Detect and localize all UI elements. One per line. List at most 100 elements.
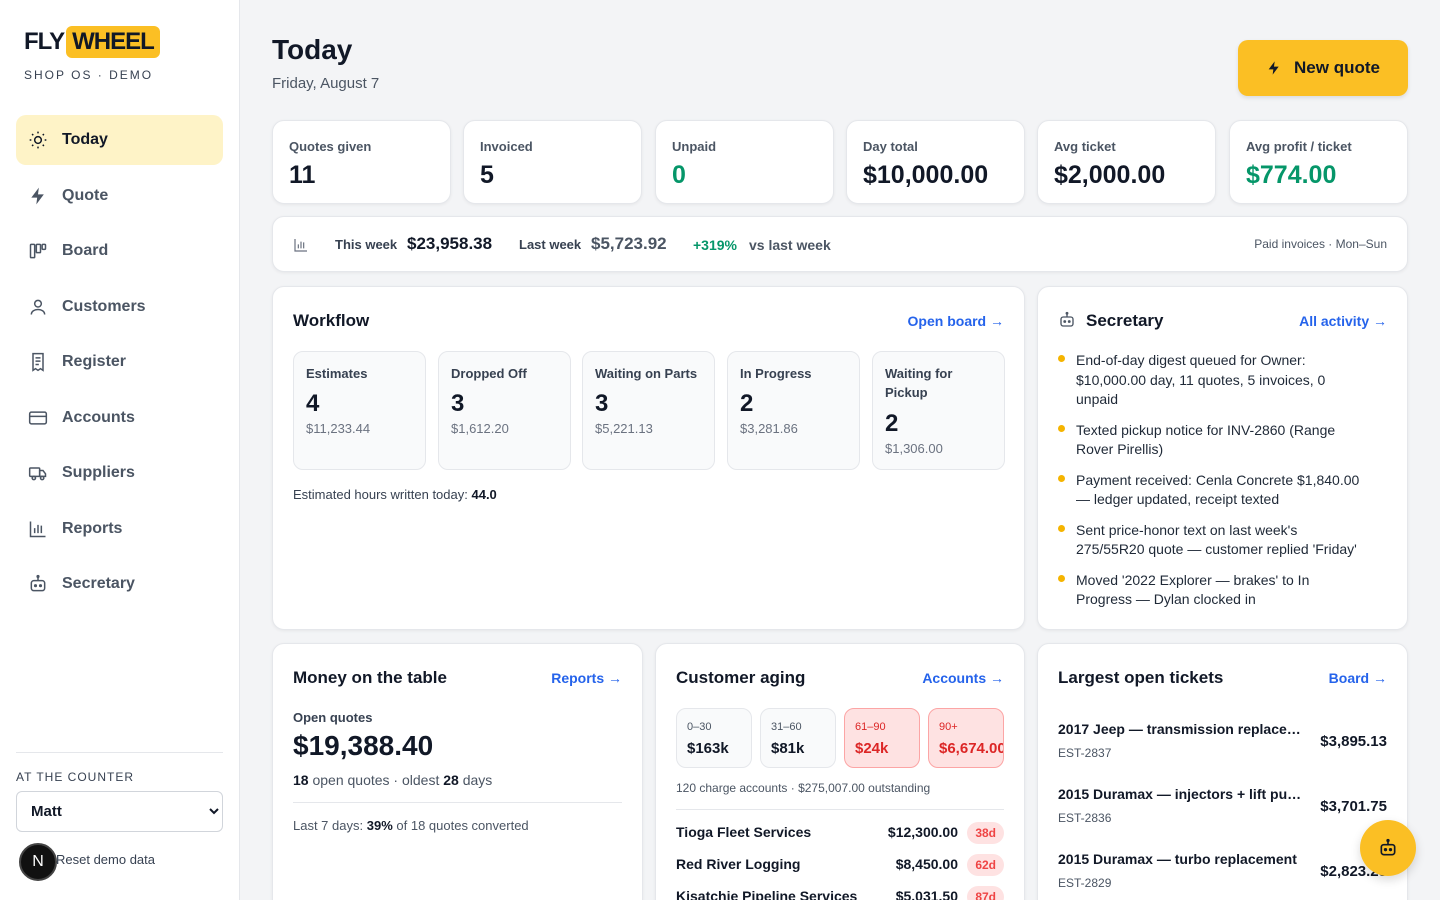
- card-title: Largest open tickets: [1058, 668, 1224, 687]
- ticket-name: 2017 Jeep — transmission replacement: [1058, 721, 1306, 737]
- aging-note: 120 charge accounts · $275,007.00 outsta…: [676, 781, 931, 795]
- robot-icon: [30, 574, 46, 592]
- stat-label: Quotes given: [289, 139, 372, 154]
- open-quotes-label: Open quotes: [293, 710, 373, 725]
- account-row[interactable]: Tioga Fleet Services $12,300.00 38d: [676, 822, 1004, 846]
- aging-bucket-61-90[interactable]: 61–90 $24k: [844, 708, 920, 768]
- aging-bucket-0-30[interactable]: 0–30 $163k: [676, 708, 752, 768]
- account-days-badge: 38d: [967, 822, 1004, 844]
- stat-label: Avg profit / ticket: [1246, 139, 1352, 154]
- account-amount: $8,450.00: [895, 856, 958, 872]
- stage-waiting-parts[interactable]: Waiting on Parts 3 $5,221.13: [582, 351, 715, 470]
- brand-tagline: SHOP OS · DEMO: [24, 68, 154, 82]
- stat-value: 5: [480, 161, 494, 189]
- divider: [16, 752, 223, 753]
- stat-label: Invoiced: [480, 139, 533, 154]
- bucket-range: 0–30: [687, 721, 712, 733]
- main-content: Today Friday, August 7 New quote Quotes …: [240, 0, 1440, 900]
- stage-waiting-pickup[interactable]: Waiting for Pickup 2 $1,306.00: [872, 351, 1005, 470]
- truck-icon: [28, 467, 47, 481]
- counter-label: AT THE COUNTER: [16, 770, 135, 784]
- stage-label: Estimates: [306, 366, 368, 381]
- aging-bucket-90-plus[interactable]: 90+ $6,674.00: [928, 708, 1004, 768]
- sidebar-item-accounts[interactable]: Accounts: [16, 393, 223, 443]
- receipt-icon: [32, 352, 44, 372]
- reset-demo-link[interactable]: Reset demo data: [56, 852, 156, 867]
- open-quotes-value: $19,388.40: [293, 730, 434, 761]
- all-activity-link[interactable]: All activity →: [1299, 313, 1387, 329]
- sidebar-item-register[interactable]: Register: [16, 337, 223, 387]
- money-card: Money on the table Reports → Open quotes…: [272, 643, 643, 900]
- user-icon: [30, 299, 46, 315]
- stat-card-quotes: Quotes given 11: [272, 120, 451, 204]
- sidebar-item-board[interactable]: Board: [16, 226, 223, 276]
- sidebar-item-secretary[interactable]: Secretary: [16, 559, 223, 609]
- ticket-row[interactable]: 2015 Duramax — injectors + lift pump EST…: [1058, 786, 1387, 836]
- stage-dropped-off[interactable]: Dropped Off 3 $1,612.20: [438, 351, 571, 470]
- ticket-row[interactable]: 2017 Jeep — transmission replacement EST…: [1058, 721, 1387, 771]
- secretary-chat-button[interactable]: [1360, 820, 1416, 876]
- ticket-row[interactable]: 2015 Duramax — turbo replacement EST-282…: [1058, 851, 1387, 900]
- bolt-icon: [1268, 61, 1279, 75]
- stage-amount: $5,221.13: [595, 421, 653, 436]
- stage-amount: $11,233.44: [306, 421, 371, 436]
- new-quote-button[interactable]: New quote: [1238, 40, 1408, 96]
- accounts-link[interactable]: Accounts →: [922, 670, 1004, 686]
- account-amount: $12,300.00: [887, 824, 958, 840]
- sidebar-item-label: Board: [62, 242, 109, 259]
- activity-item: Sent price-honor text on last week's 275…: [1058, 521, 1368, 560]
- sidebar-item-quote[interactable]: Quote: [16, 171, 223, 221]
- sidebar-item-suppliers[interactable]: Suppliers: [16, 448, 223, 498]
- week-note: Paid invoices · Mon–Sun: [1254, 237, 1387, 251]
- bar-chart-icon: [29, 521, 46, 537]
- stat-card-invoiced: Invoiced 5: [463, 120, 642, 204]
- reports-link[interactable]: Reports →: [551, 670, 622, 686]
- stage-estimates[interactable]: Estimates 4 $11,233.44: [293, 351, 426, 470]
- conv-prefix: Last 7 days:: [293, 818, 364, 833]
- stage-amount: $1,612.20: [451, 421, 509, 436]
- stat-card-day-total: Day total $10,000.00: [846, 120, 1025, 204]
- conversion-summary: Last 7 days: 39% of 18 quotes converted: [293, 818, 529, 833]
- aging-card: Customer aging Accounts → 0–30 $163k 31–…: [655, 643, 1025, 900]
- account-days-badge: 87d: [967, 886, 1004, 900]
- sidebar-item-today[interactable]: Today: [16, 115, 223, 165]
- account-days-badge: 62d: [967, 854, 1004, 876]
- counter-user-select[interactable]: Matt: [16, 791, 223, 832]
- stage-count: 3: [595, 390, 609, 417]
- stat-label: Unpaid: [672, 139, 717, 154]
- stage-count: 3: [451, 390, 465, 417]
- sidebar-nav: Today Quote Board Customers Register Acc…: [16, 115, 223, 615]
- board-link[interactable]: Board →: [1328, 670, 1387, 686]
- sun-icon: [29, 131, 47, 149]
- stage-in-progress[interactable]: In Progress 2 $3,281.86: [727, 351, 860, 470]
- activity-item: Moved '2022 Explorer — brakes' to In Pro…: [1058, 571, 1368, 610]
- activity-item: End-of-day digest queued for Owner: $10,…: [1058, 351, 1368, 410]
- bucket-value: $6,674.00: [939, 740, 1004, 757]
- account-row[interactable]: Red River Logging $8,450.00 62d: [676, 854, 1004, 878]
- open-board-link[interactable]: Open board →: [907, 313, 1004, 329]
- stat-card-avg-profit: Avg profit / ticket $774.00: [1229, 120, 1408, 204]
- oldest-days: 28: [443, 772, 459, 788]
- estimated-hours: Estimated hours written today: 44.0: [293, 487, 497, 502]
- account-row[interactable]: Kisatchie Pipeline Services $5,031.50 87…: [676, 886, 1004, 900]
- stat-card-unpaid: Unpaid 0: [655, 120, 834, 204]
- stage-amount: $3,281.86: [740, 421, 798, 436]
- n-logo-badge[interactable]: N: [19, 843, 57, 881]
- brand-logo[interactable]: FLY WHEEL: [24, 26, 160, 58]
- stage-count: 4: [306, 390, 320, 417]
- sidebar-item-reports[interactable]: Reports: [16, 504, 223, 554]
- open-count: 18: [293, 772, 309, 788]
- bar-chart-icon: [294, 239, 307, 252]
- sidebar-item-customers[interactable]: Customers: [16, 282, 223, 332]
- account-name: Red River Logging: [676, 856, 801, 872]
- bucket-range: 90+: [939, 721, 958, 733]
- ticket-name: 2015 Duramax — turbo replacement: [1058, 851, 1297, 867]
- hours-value: 44.0: [471, 487, 497, 502]
- stat-value: 0: [672, 161, 686, 189]
- last-week-label: Last week: [519, 237, 582, 252]
- aging-bucket-31-60[interactable]: 31–60 $81k: [760, 708, 836, 768]
- page-date: Friday, August 7: [272, 75, 380, 92]
- conv-pct: 39%: [366, 818, 393, 833]
- card-title: Money on the table: [293, 668, 447, 687]
